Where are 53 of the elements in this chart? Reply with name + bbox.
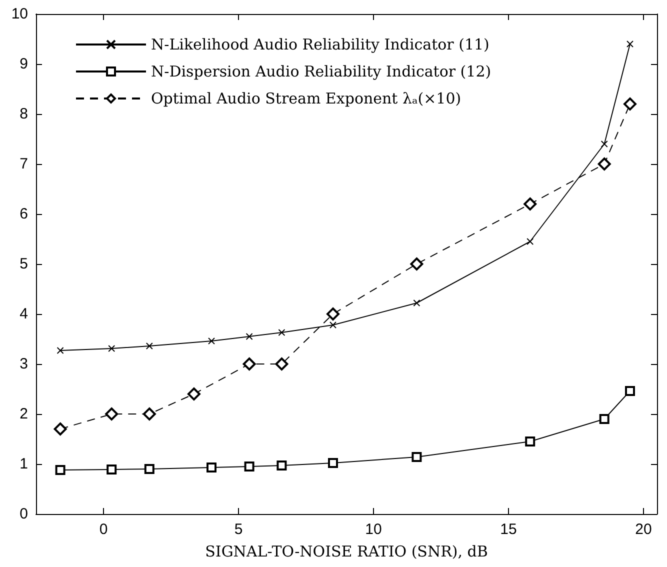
point xyxy=(326,308,340,320)
point xyxy=(142,408,156,420)
point xyxy=(412,452,422,462)
point xyxy=(599,414,610,424)
y-tick-label: 4 xyxy=(20,306,28,322)
y-tick-label: 6 xyxy=(20,206,28,222)
legend-label: Optimal Audio Stream Exponent λₐ(×10) xyxy=(151,90,462,108)
point xyxy=(108,345,116,352)
point xyxy=(244,462,254,472)
x-tick-label: 20 xyxy=(635,521,652,538)
y-tick-label: 8 xyxy=(20,106,28,122)
point xyxy=(413,300,420,306)
point xyxy=(55,465,66,475)
point xyxy=(410,258,424,270)
legend-label: N-Likelihood Audio Reliability Indicator (11) xyxy=(151,36,490,54)
legend-label: N-Dispersion Audio Reliability Indicator (12) xyxy=(151,62,492,80)
point xyxy=(144,464,154,474)
point xyxy=(626,40,634,48)
point xyxy=(278,329,286,336)
point xyxy=(624,98,636,110)
point xyxy=(276,460,287,470)
x-tick-label: 15 xyxy=(500,521,517,538)
y-tick-label: 0 xyxy=(20,506,28,522)
point xyxy=(54,422,67,436)
y-tick-label: 10 xyxy=(11,6,28,22)
point xyxy=(206,462,216,472)
point xyxy=(600,140,608,148)
point xyxy=(187,388,200,400)
y-tick-label: 9 xyxy=(20,56,28,72)
x-tick-label: 0 xyxy=(99,521,108,538)
point xyxy=(146,342,153,350)
point xyxy=(105,408,118,420)
point xyxy=(525,436,536,446)
point xyxy=(56,347,64,354)
point xyxy=(242,358,256,370)
y-tick-label: 1 xyxy=(20,456,28,472)
point xyxy=(328,458,338,468)
point xyxy=(598,158,611,170)
point xyxy=(526,238,534,245)
point xyxy=(330,322,336,328)
x-tick-label: 5 xyxy=(234,521,243,538)
point xyxy=(625,386,635,396)
point xyxy=(275,358,288,370)
y-tick-label: 3 xyxy=(20,356,28,372)
y-tick-label: 2 xyxy=(20,406,28,422)
y-tick-label: 5 xyxy=(20,256,28,272)
point xyxy=(524,198,537,210)
x-axis-title: SIGNAL-TO-NOISE RATIO (SNR), dB xyxy=(205,542,488,560)
point xyxy=(106,464,117,474)
y-tick-label: 7 xyxy=(20,156,28,172)
x-tick-label: 10 xyxy=(365,521,382,538)
point xyxy=(208,338,215,344)
point xyxy=(246,333,253,340)
